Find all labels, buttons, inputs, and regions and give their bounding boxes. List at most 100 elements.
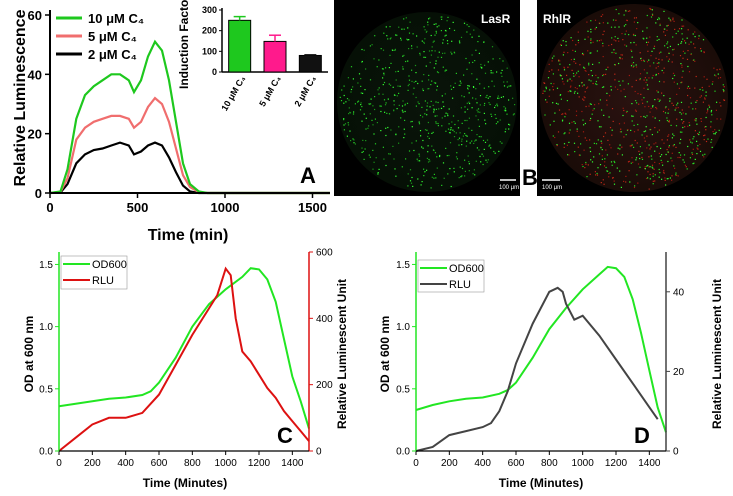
fluorescent-dot [693,162,695,164]
fluorescent-dot [581,164,583,166]
fluorescent-dot [554,136,556,139]
fluorescent-dot [447,128,450,130]
fluorescent-dot [384,111,386,113]
fluorescent-dot [459,132,461,134]
fluorescent-dot [639,166,641,168]
fluorescent-dot [679,55,682,57]
fluorescent-dot [428,74,430,76]
fluorescent-dot [563,51,565,53]
fluorescent-dot [688,71,691,73]
fluorescent-dot [699,143,701,145]
fluorescent-dot [480,136,482,138]
fluorescent-dot [652,105,654,107]
fluorescent-dot [472,86,475,88]
fluorescent-dot [614,64,616,66]
fluorescent-dot [481,153,483,155]
fluorescent-dot [576,72,578,74]
fluorescent-dot [407,60,409,62]
fluorescent-dot [667,178,669,180]
fluorescent-dot [601,149,603,151]
fluorescent-dot [497,95,499,97]
fluorescent-dot [643,115,645,118]
fluorescent-dot [344,123,347,125]
fluorescent-dot [374,118,376,120]
fluorescent-dot [672,19,674,21]
fluorescent-dot [573,75,575,77]
fluorescent-dot [447,115,449,117]
fluorescent-dot [670,20,672,22]
fluorescent-dot [668,145,670,147]
fluorescent-dot [625,175,627,177]
fluorescent-dot [623,88,625,90]
fluorescent-dot [602,56,604,58]
fluorescent-dot [643,87,645,89]
fluorescent-dot [475,49,477,51]
fluorescent-dot [601,158,603,160]
fluorescent-dot [667,151,669,153]
fluorescent-dot [396,108,398,110]
fluorescent-dot [503,85,506,87]
fluorescent-dot [650,146,652,148]
fluorescent-dot [626,19,628,21]
fluorescent-dot [603,86,605,88]
xtick-label: 1000 [215,458,238,469]
fluorescent-dot [633,131,636,133]
lasr-scale-label: 100 μm [499,185,519,191]
fluorescent-dot [667,120,670,123]
fluorescent-dot [600,140,602,142]
fluorescent-dot [499,141,501,143]
fluorescent-dot [447,173,449,175]
fluorescent-dot [668,134,670,136]
fluorescent-dot [575,62,577,64]
fluorescent-dot [563,66,565,68]
fluorescent-dot [597,167,599,169]
fluorescent-dot [590,70,592,72]
fluorescent-dot [663,72,665,74]
fluorescent-dot [418,103,420,105]
fluorescent-dot [661,92,663,94]
fluorescent-dot [494,152,496,154]
fluorescent-dot [449,129,451,131]
fluorescent-dot [677,107,679,109]
fluorescent-dot [510,85,512,87]
fluorescent-dot [402,111,404,113]
fluorescent-dot [567,154,569,156]
fluorescent-dot [496,105,499,107]
fluorescent-dot [681,41,683,43]
fluorescent-dot [659,155,661,158]
fluorescent-dot [583,99,585,101]
fluorescent-dot [410,121,412,123]
fluorescent-dot [680,101,683,103]
fluorescent-dot [385,164,387,167]
fluorescent-dot [599,99,601,101]
fluorescent-dot [656,62,658,64]
fluorescent-dot [614,64,616,66]
fluorescent-dot [635,17,637,19]
fluorescent-dot [503,109,506,111]
fluorescent-dot [479,95,482,97]
fluorescent-dot [588,74,590,76]
fluorescent-dot [431,80,433,82]
fluorescent-dot [426,169,428,171]
fluorescent-dot [644,140,646,142]
fluorescent-dot [614,161,616,164]
fluorescent-dot [582,54,585,56]
xtick-label: 0 [413,458,419,469]
fluorescent-dot [591,75,593,77]
fluorescent-dot [648,105,650,108]
fluorescent-dot [435,101,437,103]
fluorescent-dot [659,23,661,25]
fluorescent-dot [430,84,432,86]
fluorescent-dot [396,95,398,97]
fluorescent-dot [427,24,429,26]
fluorescent-dot [639,146,641,148]
fluorescent-dot [435,30,437,32]
fluorescent-dot [619,58,621,60]
fluorescent-dot [504,131,506,133]
fluorescent-dot [569,78,571,80]
fluorescent-dot [668,119,670,121]
fluorescent-dot [624,96,626,98]
fluorescent-dot [476,134,478,136]
fluorescent-dot [612,120,614,122]
fluorescent-dot [442,66,444,68]
